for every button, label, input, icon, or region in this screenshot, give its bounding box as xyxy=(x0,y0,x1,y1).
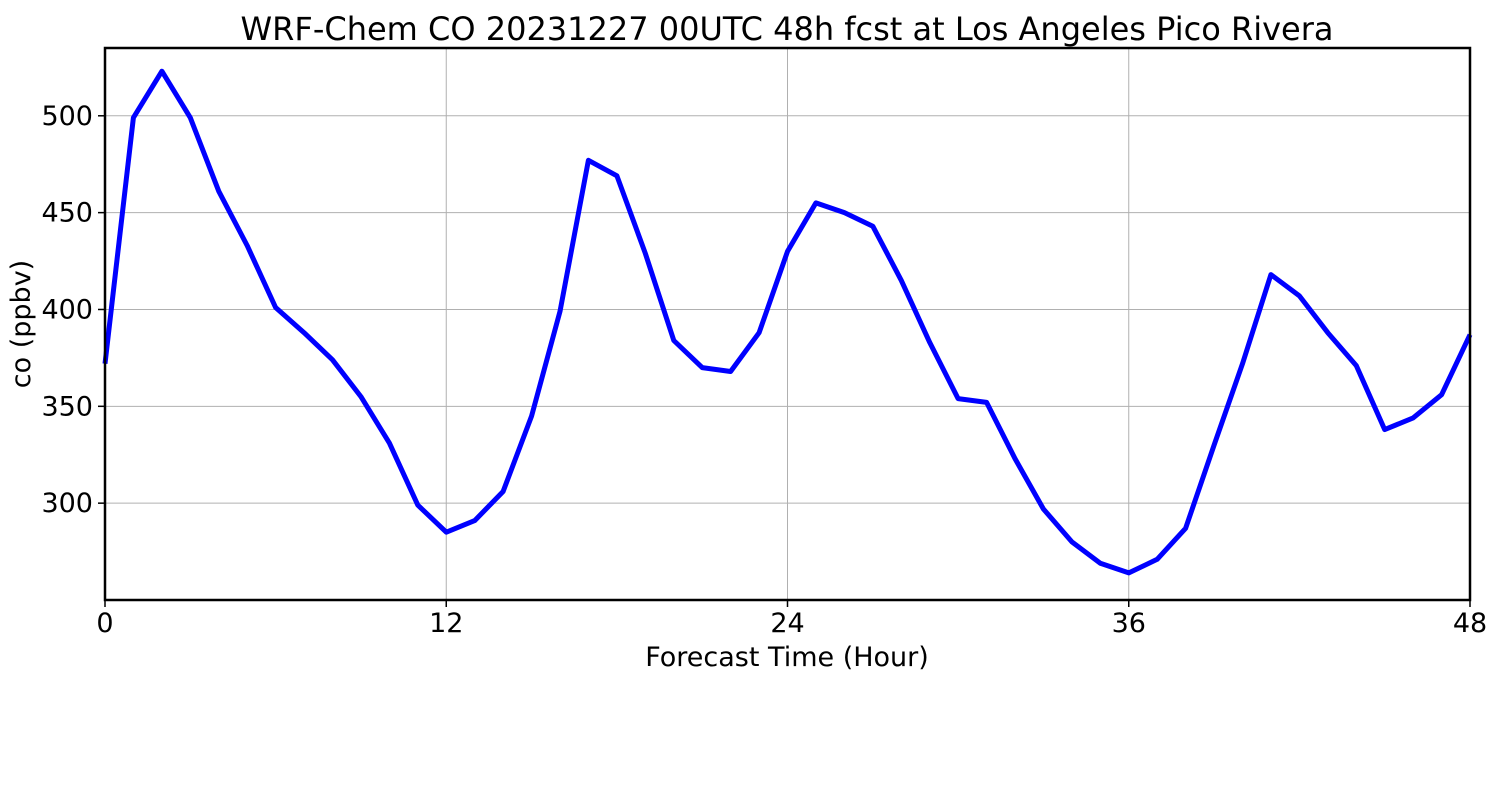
x-axis-ticks: 0 12 24 36 48 xyxy=(96,600,1487,639)
grid-lines xyxy=(104,48,1471,600)
y-axis-ticks: 300 350 400 450 500 xyxy=(41,101,105,519)
y-axis-label: co (ppbv) xyxy=(6,260,37,388)
x-axis-label: Forecast Time (Hour) xyxy=(645,642,929,673)
series-layer xyxy=(102,68,1473,576)
x-tick-label: 36 xyxy=(1112,608,1146,639)
y-tick-label: 350 xyxy=(41,391,93,422)
y-tick-label: 300 xyxy=(41,488,93,519)
x-tick-label: 0 xyxy=(96,608,113,639)
x-tick-label: 12 xyxy=(429,608,463,639)
chart-title: WRF-Chem CO 20231227 00UTC 48h fcst at L… xyxy=(241,10,1334,48)
co-series-line xyxy=(102,68,1473,576)
x-tick-label: 24 xyxy=(770,608,804,639)
y-tick-label: 450 xyxy=(41,198,93,229)
y-tick-label: 500 xyxy=(41,101,93,132)
y-tick-label: 400 xyxy=(41,294,93,325)
x-tick-label: 48 xyxy=(1453,608,1487,639)
